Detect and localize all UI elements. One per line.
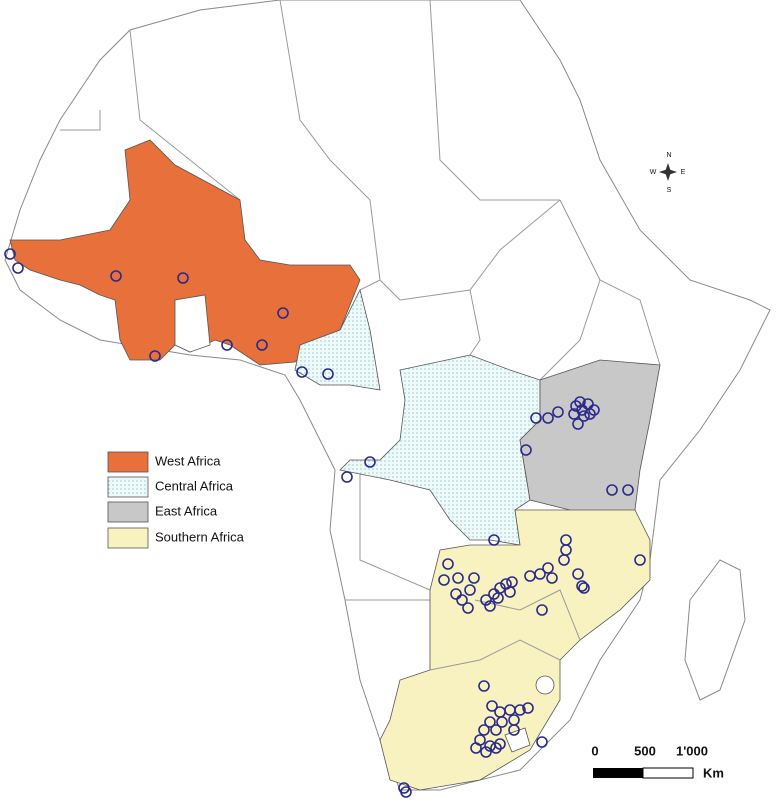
- sample-site: [400, 786, 412, 798]
- sample-site: [496, 716, 508, 728]
- continent: [4, 0, 771, 791]
- scale-unit: Km: [703, 765, 724, 780]
- compass-label: W: [650, 169, 657, 176]
- sample-site: [520, 444, 532, 456]
- sample-site: [478, 680, 490, 692]
- legend-swatch: [107, 501, 149, 523]
- sample-site: [277, 307, 289, 319]
- legend-label: West Africa: [155, 453, 221, 468]
- sample-site: [452, 572, 464, 584]
- sample-site: [110, 270, 122, 282]
- compass-label: N: [666, 152, 671, 159]
- sample-site: [542, 562, 554, 574]
- scale-label: 1'000: [676, 743, 708, 758]
- sample-site: [552, 406, 564, 418]
- sites: [4, 248, 646, 798]
- sample-site: [438, 574, 450, 586]
- sample-site: [484, 600, 496, 612]
- sample-site: [462, 602, 474, 614]
- sample-site: [478, 724, 490, 736]
- scale-label: 0: [591, 743, 598, 758]
- sample-site: [450, 588, 462, 600]
- legend-swatch: [107, 527, 149, 549]
- sample-site: [470, 742, 482, 754]
- scale-label: 500: [634, 743, 656, 758]
- sample-site: [508, 724, 520, 736]
- sample-site: [341, 471, 353, 483]
- sample-site: [464, 584, 476, 596]
- sample-site: [504, 586, 516, 598]
- sample-site: [12, 262, 24, 274]
- sample-site: [177, 272, 189, 284]
- sample-site: [4, 248, 16, 260]
- legend-label: Southern Africa: [155, 529, 245, 544]
- sample-site: [542, 412, 554, 424]
- sample-site: [622, 484, 634, 496]
- sample-site: [570, 400, 582, 412]
- legend-swatch: [107, 476, 149, 498]
- legend-label: Central Africa: [155, 478, 234, 493]
- sample-site: [522, 702, 534, 714]
- sample-site: [536, 736, 548, 748]
- west-africa-region: [9, 139, 361, 366]
- sample-site: [558, 554, 570, 566]
- sample-site: [534, 568, 546, 580]
- sample-site: [530, 412, 542, 424]
- sample-site: [149, 350, 161, 362]
- sample-site: [568, 408, 580, 420]
- sample-site: [588, 404, 600, 416]
- sample-site: [221, 339, 233, 351]
- compass: N E S W: [650, 152, 686, 194]
- sample-site: [546, 572, 558, 584]
- sample-site: [490, 742, 502, 754]
- sample-site: [576, 580, 588, 592]
- sample-site: [484, 716, 496, 728]
- legend-swatch: [107, 451, 149, 473]
- compass-label: S: [667, 187, 672, 194]
- central-africa-region: [294, 288, 381, 391]
- sample-site: [480, 594, 492, 606]
- sample-site: [514, 704, 526, 716]
- sample-site: [606, 484, 618, 496]
- legend-label: East Africa: [155, 503, 218, 518]
- sample-site: [584, 408, 596, 420]
- sample-site: [634, 554, 646, 566]
- sample-site: [578, 582, 590, 594]
- sample-site: [494, 738, 506, 750]
- sample-site: [256, 339, 268, 351]
- sample-site: [490, 724, 502, 736]
- sample-site: [486, 700, 498, 712]
- sample-site: [574, 396, 586, 408]
- sample-site: [488, 588, 500, 600]
- compass-label: E: [681, 169, 686, 176]
- sample-site: [468, 572, 480, 584]
- sample-site: [536, 604, 548, 616]
- regions: [9, 139, 661, 791]
- sample-site: [296, 366, 308, 378]
- scale-bar: 0 500 1'000 Km: [591, 743, 724, 780]
- sample-site: [488, 534, 500, 546]
- southern-africa-region: [379, 509, 651, 791]
- sample-site: [492, 592, 504, 604]
- scale-segment: [642, 767, 694, 779]
- sample-site: [322, 368, 334, 380]
- sample-site: [572, 418, 584, 430]
- legend: West Africa Central Africa East Africa S…: [107, 451, 245, 549]
- sample-site: [364, 456, 376, 468]
- sample-site: [572, 568, 584, 580]
- sample-site: [456, 594, 468, 606]
- scale-segment: [593, 768, 643, 778]
- sample-site: [480, 746, 492, 758]
- sample-site: [442, 558, 454, 570]
